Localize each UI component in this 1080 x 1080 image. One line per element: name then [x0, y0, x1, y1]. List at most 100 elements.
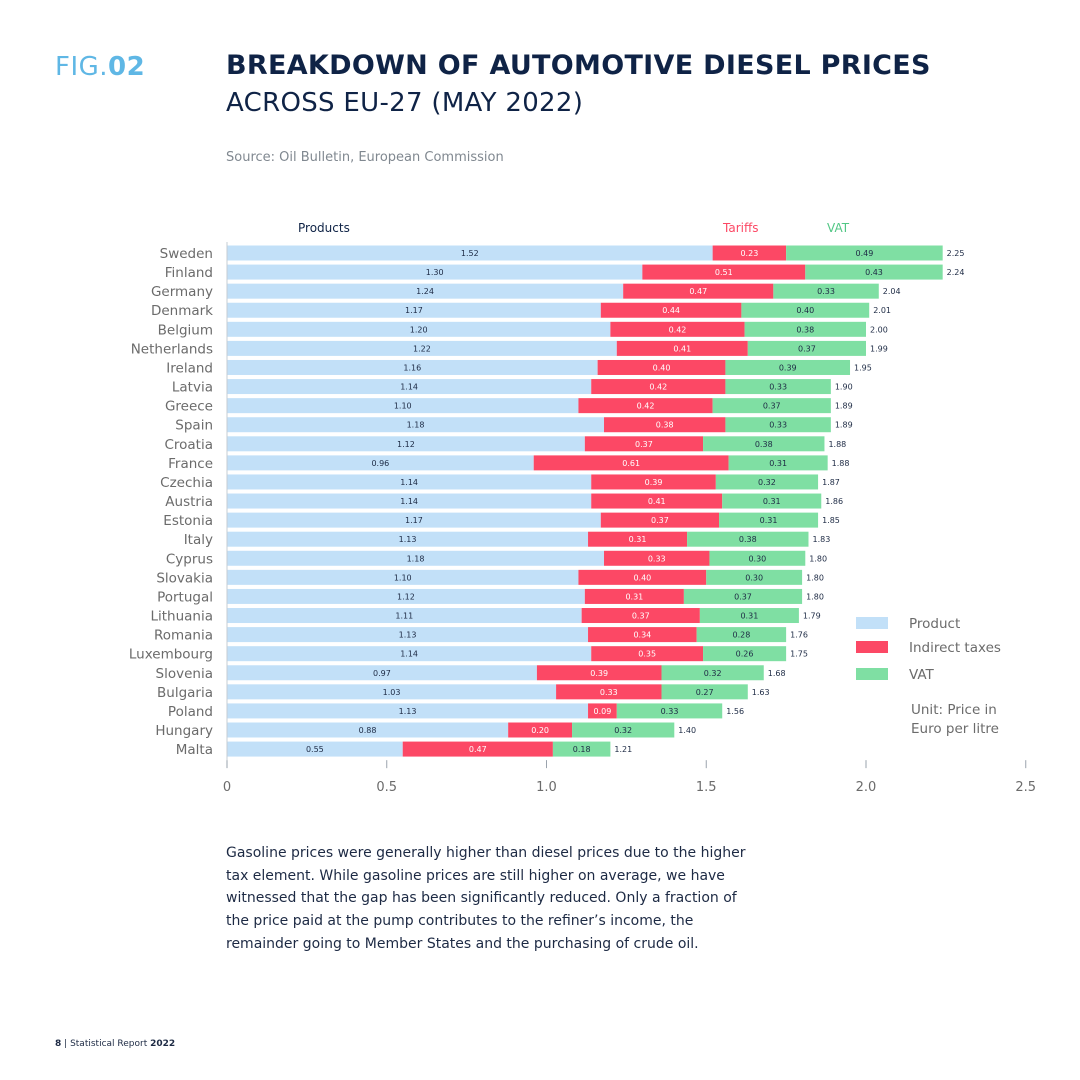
- label-product: 1.10: [394, 402, 412, 411]
- bar-tariffs: [578, 569, 707, 585]
- label-vat: 0.31: [760, 516, 778, 525]
- bar-vat: [747, 340, 866, 356]
- label-product: 1.13: [399, 535, 417, 544]
- label-total: 1.56: [726, 707, 744, 716]
- bar-product: [227, 474, 592, 490]
- bar-product: [227, 608, 582, 624]
- bar-tariffs: [588, 627, 697, 643]
- label-product: 1.17: [405, 516, 423, 525]
- label-vat: 0.30: [748, 554, 766, 563]
- label-total: 2.24: [947, 268, 965, 277]
- x-axis: 0 0.5 1.0 1.5 2.0 2.5: [223, 242, 1036, 795]
- label-vat: 0.39: [779, 363, 797, 372]
- label-tariffs: 0.37: [635, 440, 653, 449]
- bar-tariffs: [591, 646, 704, 662]
- bar-tariffs: [604, 417, 726, 433]
- x-tick-label: 0: [223, 780, 231, 795]
- label-vat: 0.43: [865, 268, 883, 277]
- legend-swatch: [856, 641, 888, 653]
- label-product: 1.14: [400, 478, 418, 487]
- bar-tariffs: [642, 264, 806, 280]
- label-total: 1.95: [854, 363, 872, 372]
- stacked-bar-chart: Products Tariffs VAT Sweden 1.52 0.23 0.49 2.2…: [129, 221, 1036, 795]
- label-vat: 0.38: [796, 325, 814, 334]
- bar-vat: [719, 512, 819, 528]
- legend-swatch: [856, 617, 888, 629]
- label-tariffs: 0.20: [531, 726, 549, 735]
- label-total: 1.75: [790, 650, 808, 659]
- unit-note-line1: Unit: Price in: [911, 702, 997, 718]
- bar-vat: [715, 474, 819, 490]
- label-product: 1.13: [399, 631, 417, 640]
- page-number: 8: [55, 1039, 62, 1049]
- x-tick-label: 2.5: [1015, 780, 1036, 795]
- label-tariffs: 0.39: [645, 478, 663, 487]
- label-product: 1.17: [405, 306, 423, 315]
- label-vat: 0.37: [798, 344, 816, 353]
- label-tariffs: 0.40: [633, 573, 651, 582]
- bar-tariffs: [581, 608, 700, 624]
- bar-tariffs: [591, 379, 726, 395]
- label-total: 2.25: [947, 249, 965, 258]
- legend-label: Indirect taxes: [909, 640, 1001, 656]
- country-label: Germany: [151, 284, 213, 300]
- label-tariffs: 0.39: [590, 669, 608, 678]
- country-label: Luxembourg: [129, 647, 213, 663]
- label-tariffs: 0.47: [469, 745, 487, 754]
- bar-product: [227, 398, 579, 414]
- bar-product: [227, 665, 537, 681]
- label-vat: 0.26: [736, 650, 754, 659]
- label-tariffs: 0.61: [622, 459, 640, 468]
- bar-product: [227, 302, 601, 318]
- label-product: 1.03: [383, 688, 401, 697]
- label-product: 1.14: [400, 383, 418, 392]
- bar-product: [227, 359, 598, 375]
- label-tariffs: 0.42: [637, 402, 655, 411]
- report-year: 2022: [150, 1039, 176, 1049]
- label-total: 2.01: [873, 306, 891, 315]
- label-total: 2.00: [870, 325, 888, 334]
- bar-product: [227, 340, 617, 356]
- country-label: Ireland: [166, 360, 213, 376]
- bar-tariffs: [591, 493, 723, 509]
- x-tick-label: 0.5: [376, 780, 397, 795]
- label-tariffs: 0.33: [648, 554, 666, 563]
- bar-tariffs: [712, 245, 787, 261]
- bar-vat: [741, 302, 870, 318]
- country-label: France: [168, 456, 213, 472]
- country-label: Finland: [165, 265, 213, 281]
- label-total: 1.87: [822, 478, 840, 487]
- label-vat: 0.33: [817, 287, 835, 296]
- bar-tariffs: [604, 550, 710, 566]
- label-product: 1.13: [399, 707, 417, 716]
- bar-vat: [786, 245, 943, 261]
- bar-tariffs: [578, 398, 713, 414]
- bar-vat: [683, 588, 803, 604]
- bar-product: [227, 550, 605, 566]
- page-footer: 8 | Statistical Report 2022: [55, 1039, 175, 1049]
- country-label: Malta: [176, 742, 213, 758]
- label-tariffs: 0.41: [648, 497, 666, 506]
- bar-vat: [773, 283, 879, 299]
- bar-vat: [552, 741, 611, 757]
- bar-vat: [725, 417, 831, 433]
- label-vat: 0.40: [796, 306, 814, 315]
- bar-product: [227, 531, 589, 547]
- label-tariffs: 0.44: [662, 306, 680, 315]
- label-product: 1.30: [426, 268, 444, 277]
- label-tariffs: 0.51: [715, 268, 733, 277]
- bar-tariffs: [533, 455, 729, 471]
- label-total: 1.90: [835, 383, 853, 392]
- bar-vat: [703, 646, 787, 662]
- bar-tariffs: [536, 665, 662, 681]
- label-total: 1.79: [803, 612, 821, 621]
- label-vat: 0.37: [734, 592, 752, 601]
- label-total: 1.85: [822, 516, 840, 525]
- x-tick-label: 1.5: [696, 780, 717, 795]
- chart-title: BREAKDOWN OF AUTOMOTIVE DIESEL PRICES: [226, 50, 931, 81]
- label-tariffs: 0.37: [632, 612, 650, 621]
- country-label: Slovenia: [156, 666, 213, 682]
- country-label: Poland: [168, 704, 213, 720]
- label-tariffs: 0.47: [689, 287, 707, 296]
- label-total: 2.04: [883, 287, 901, 296]
